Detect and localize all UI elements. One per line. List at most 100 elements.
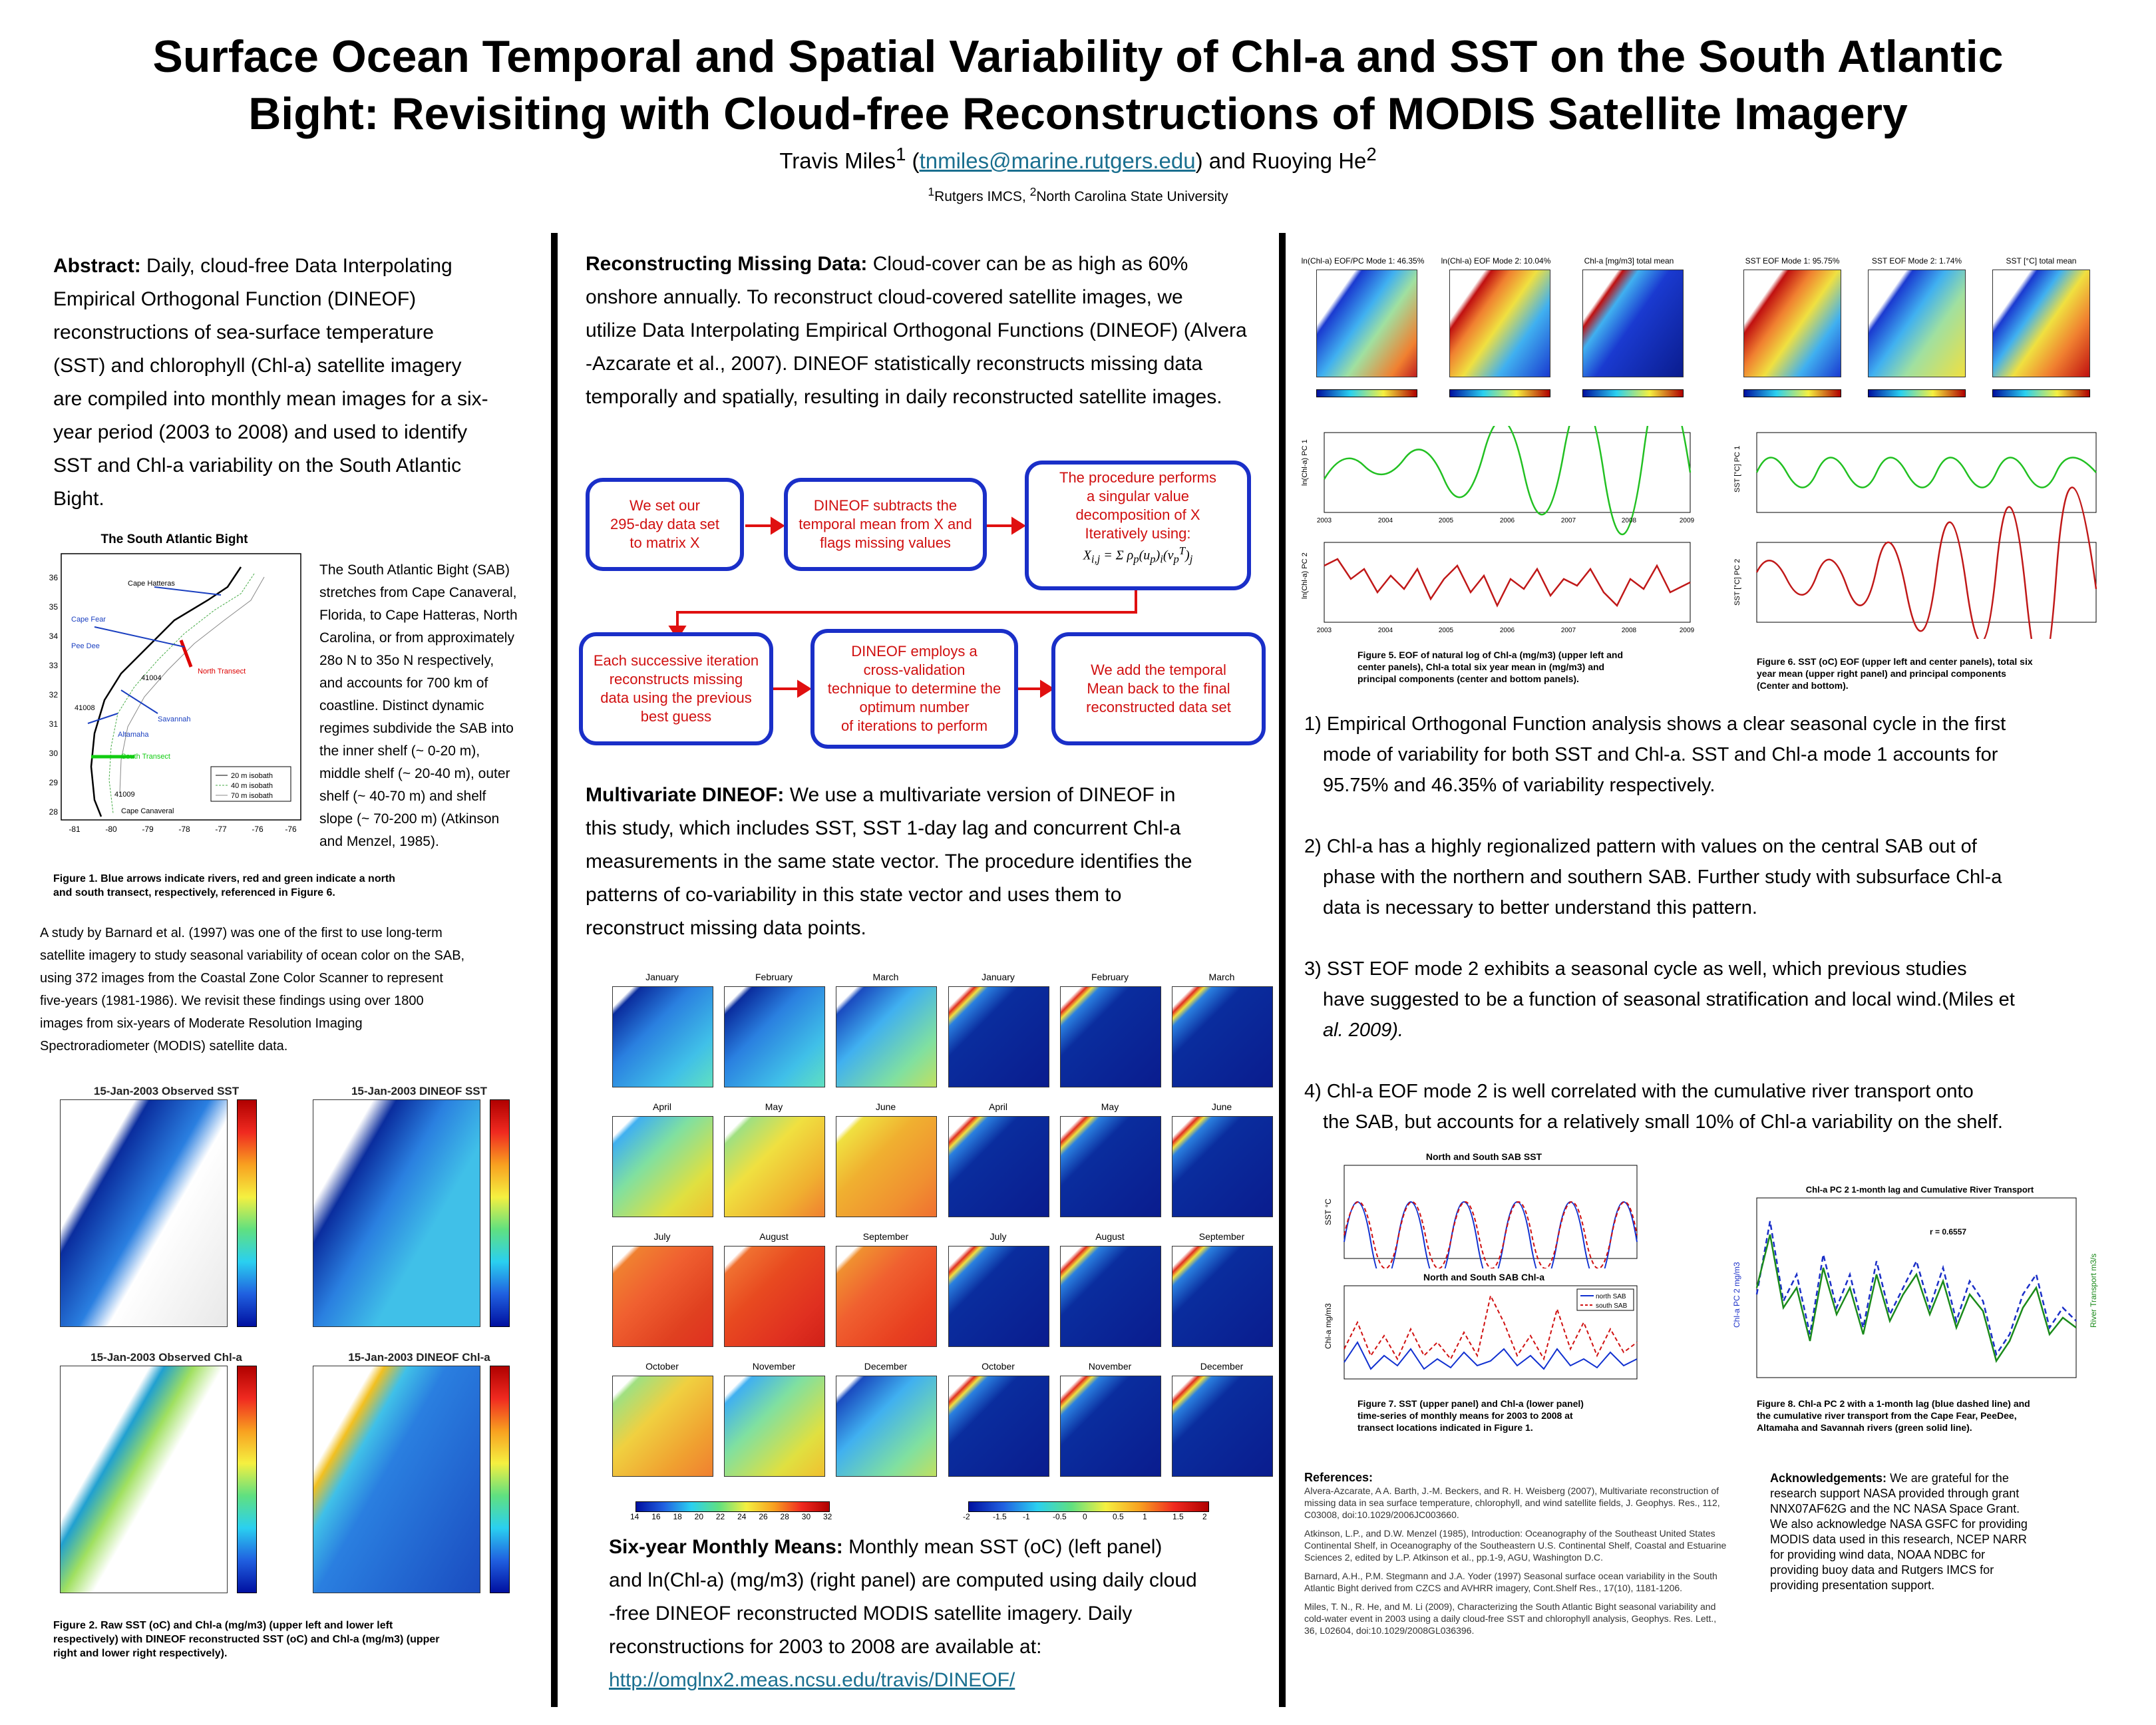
fig7-chl-plot: north SAB south SAB Chl-a mg/m3 bbox=[1324, 1285, 1638, 1380]
svd-formula: Xi,j = Σ ρp(up)i(vpT)j bbox=[1083, 544, 1193, 566]
sab-map-plot: Cape Hatteras Cape Fear Pee Dee North Tr… bbox=[49, 553, 301, 834]
figure-1-caption: Figure 1. Blue arrows indicate rivers, r… bbox=[53, 872, 546, 900]
references-section: References: Alvera-Azcarate, A A. Barth,… bbox=[1304, 1471, 1730, 1636]
sab-ytick: 36 bbox=[49, 573, 59, 582]
dineof-data-link[interactable]: http://omglnx2.meas.ncsu.edu/travis/DINE… bbox=[609, 1669, 1015, 1691]
fig2-panel-dineof-chl: 15-Jan-2003 DINEOF Chl-a bbox=[293, 1351, 546, 1611]
colorbar-tick: -0.5 bbox=[1053, 1512, 1067, 1521]
sab-ytick: 33 bbox=[49, 661, 59, 670]
barnard-line: Spectroradiometer (MODIS) satellite data… bbox=[40, 1039, 288, 1054]
finding-line: 3) SST EOF mode 2 exhibits a seasonal cy… bbox=[1304, 958, 1967, 980]
fig6-colorbar bbox=[1743, 389, 1841, 397]
month-label: September bbox=[862, 1231, 909, 1242]
sab-ytick: 32 bbox=[49, 690, 59, 699]
ack-line: We also acknowledge NASA GSFC for provid… bbox=[1770, 1517, 2028, 1531]
fig5-ylabel-2: ln(Chl-a) PC 2 bbox=[1301, 552, 1309, 599]
fig7-title-sst: North and South SAB SST bbox=[1425, 1151, 1542, 1162]
sab-ytick: 29 bbox=[49, 778, 59, 787]
fig5-panel-title: ln(Chl-a) EOF/PC Mode 1: 46.35% bbox=[1301, 256, 1425, 266]
sst-month-map bbox=[612, 1376, 713, 1477]
fig8-ylabel: Chl-a PC 2 mg/m3 bbox=[1732, 1262, 1741, 1328]
caption-line: Figure 5. EOF of natural log of Chl-a (m… bbox=[1357, 650, 1624, 660]
sab-xtick: -76 bbox=[285, 825, 297, 834]
month-label: May bbox=[765, 1101, 783, 1112]
colorbar-tick: 14 bbox=[630, 1512, 639, 1521]
findings-list: 1) Empirical Orthogonal Function analysi… bbox=[1304, 709, 2129, 1137]
month-label: February bbox=[1091, 972, 1129, 982]
chl-month-map bbox=[1172, 986, 1273, 1087]
month-label: April bbox=[988, 1101, 1007, 1112]
chl-month-map bbox=[1060, 1246, 1161, 1347]
sab-description: The South Atlantic Bight (SAB) stretches… bbox=[319, 559, 549, 853]
ack-line: MODIS data used in this research, NCEP N… bbox=[1770, 1533, 2027, 1546]
colorbar-tick: 32 bbox=[823, 1512, 832, 1521]
sab-text-line: shelf (~ 40-70 m) and shelf bbox=[319, 789, 486, 804]
multi-label: Multivariate DINEOF: bbox=[586, 784, 785, 806]
month-label: June bbox=[1211, 1101, 1232, 1112]
barnard-line: satellite imagery to study seasonal vari… bbox=[40, 948, 465, 963]
fig7-ylabel-chl: Chl-a mg/m3 bbox=[1324, 1303, 1333, 1349]
sab-xtick: -76 bbox=[252, 825, 264, 834]
caption-line: (Center and bottom). bbox=[1757, 680, 1849, 691]
fig7-sst-plot: SST °C bbox=[1324, 1165, 1638, 1282]
map-image bbox=[1449, 270, 1550, 377]
fig7-ylabel-sst: SST °C bbox=[1324, 1199, 1333, 1225]
map-image bbox=[1868, 270, 1966, 377]
finding-line: al. 2009). bbox=[1323, 1020, 1403, 1041]
finding-4: 4) Chl-a EOF mode 2 is well correlated w… bbox=[1304, 1076, 2129, 1137]
fig7-title-chl: North and South SAB Chl-a bbox=[1423, 1272, 1544, 1282]
authors: Travis Miles1 (tnmiles@marine.rutgers.ed… bbox=[779, 144, 1377, 173]
map-image bbox=[1992, 270, 2090, 377]
sixyear-line: and ln(Chl-a) (mg/m3) (right panel) are … bbox=[609, 1569, 1197, 1591]
isobath-legend: 20 m isobath bbox=[231, 772, 273, 780]
month-label: January bbox=[982, 972, 1015, 982]
sab-ytick: 30 bbox=[49, 749, 59, 758]
figure-7-caption: Figure 7. SST (upper panel) and Chl-a (l… bbox=[1357, 1398, 1664, 1434]
place-label: Pee Dee bbox=[71, 642, 100, 650]
sab-text-line: The South Atlantic Bight (SAB) bbox=[319, 562, 510, 578]
finding-1: 1) Empirical Orthogonal Function analysi… bbox=[1304, 709, 2129, 801]
sab-text-line: coastline. Distinct dynamic bbox=[319, 698, 484, 713]
figure-2-caption: Figure 2. Raw SST (oC) and Chl-a (mg/m3)… bbox=[53, 1619, 546, 1660]
month-label: December bbox=[1200, 1361, 1244, 1372]
caption-line: Figure 1. Blue arrows indicate rivers, r… bbox=[53, 873, 395, 884]
abstract-line: (SST) and chlorophyll (Chl-a) satellite … bbox=[53, 355, 462, 377]
chl-month-map bbox=[948, 1376, 1049, 1477]
map-image bbox=[313, 1366, 480, 1593]
sab-xtick: -80 bbox=[105, 825, 117, 834]
sab-text-line: slope (~ 70-200 m) (Atkinson bbox=[319, 811, 500, 827]
place-label: 41009 bbox=[114, 791, 135, 799]
caption-line: time-series of monthly means for 2003 to… bbox=[1357, 1410, 1573, 1421]
chl-month-map bbox=[1172, 1116, 1273, 1217]
map-image bbox=[1582, 270, 1684, 377]
finding-line: 2) Chl-a has a highly regionalized patte… bbox=[1304, 836, 1977, 857]
month-label: December bbox=[864, 1361, 908, 1372]
finding-line: 4) Chl-a EOF mode 2 is well correlated w… bbox=[1304, 1081, 1974, 1102]
month-label: June bbox=[875, 1101, 896, 1112]
chl-month-map bbox=[1060, 1116, 1161, 1217]
chl-month-map bbox=[948, 1116, 1049, 1217]
affil-2: North Carolina State University bbox=[1036, 189, 1228, 204]
colorbar-tick: -2 bbox=[963, 1512, 970, 1521]
fig2-panel-dineof-sst: 15-Jan-2003 DINEOF SST bbox=[293, 1085, 546, 1344]
figure-5-eof-maps: ln(Chl-a) EOF/PC Mode 1: 46.35% ln(Chl-a… bbox=[1296, 256, 1696, 423]
ack-label: Acknowledgements: bbox=[1770, 1471, 1887, 1485]
fig5-ylabel-1: ln(Chl-a) PC 1 bbox=[1301, 439, 1309, 486]
recon-line: Cloud-cover can be as high as 60% bbox=[872, 253, 1188, 275]
year-tick: 2008 bbox=[1622, 517, 1637, 524]
month-label: May bbox=[1101, 1101, 1119, 1112]
chl-month-map bbox=[1060, 986, 1161, 1087]
sst-month-map bbox=[612, 1246, 713, 1347]
colorbar-tick: 22 bbox=[715, 1512, 725, 1521]
figure-5-caption: Figure 5. EOF of natural log of Chl-a (m… bbox=[1357, 649, 1704, 685]
author-email-link[interactable]: tnmiles@marine.rutgers.edu bbox=[919, 148, 1196, 173]
sst-month-map bbox=[724, 986, 825, 1087]
colorbar-tick: 24 bbox=[737, 1512, 747, 1521]
sst-month-map bbox=[836, 1376, 937, 1477]
colorbar-tick: -1 bbox=[1023, 1512, 1030, 1521]
colorbar-tick: 16 bbox=[651, 1512, 661, 1521]
map-image bbox=[1316, 270, 1417, 377]
finding-line: data is necessary to better understand t… bbox=[1323, 897, 1757, 918]
sst-month-map bbox=[836, 1246, 937, 1347]
multi-line: patterns of co-variability in this state… bbox=[586, 884, 1122, 906]
